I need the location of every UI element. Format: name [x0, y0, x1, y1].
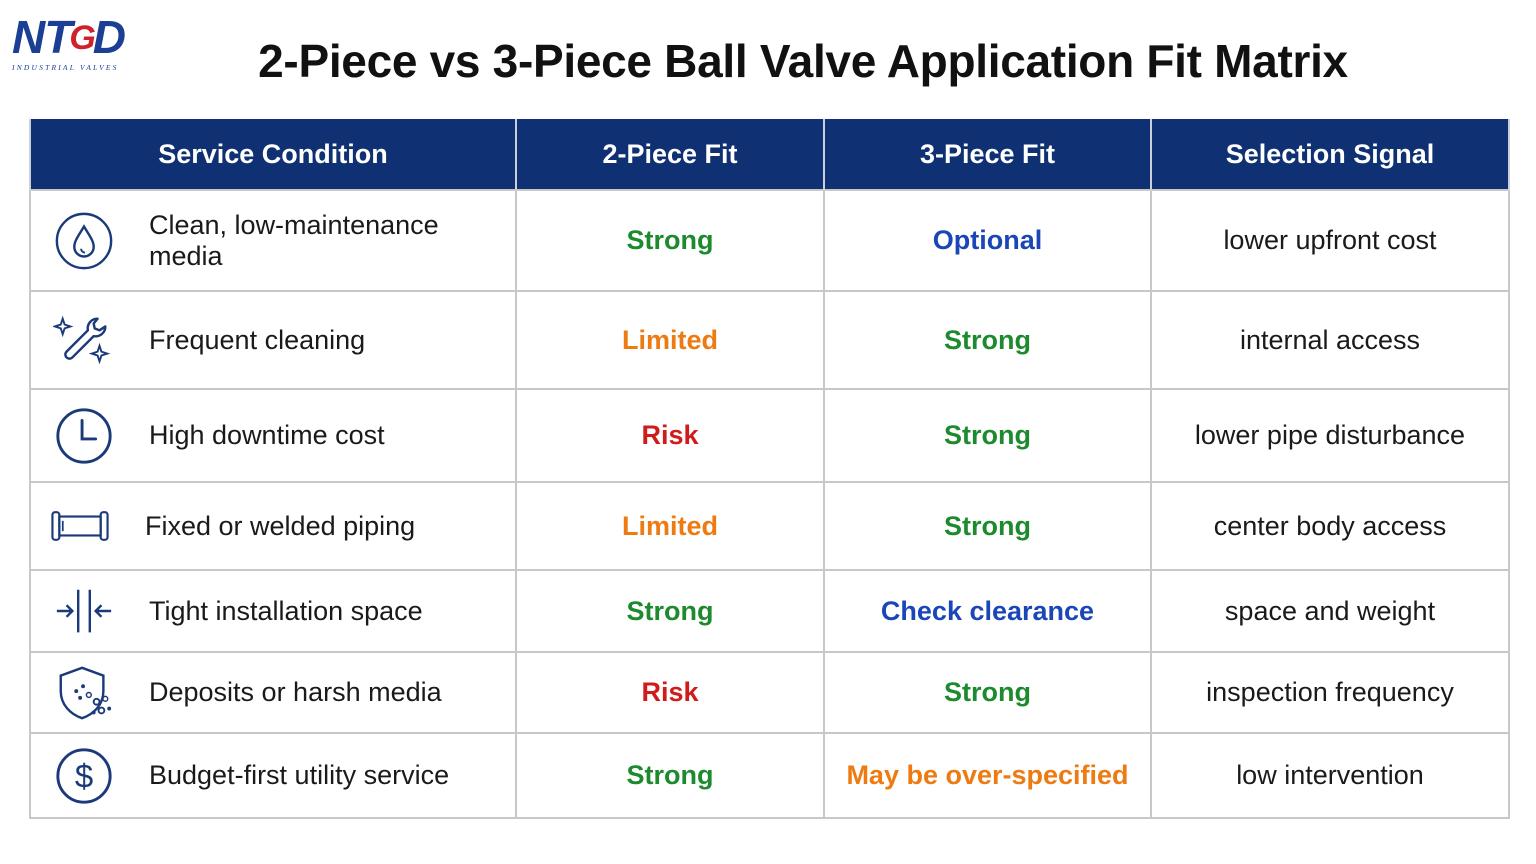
condition-label: Fixed or welded piping	[145, 510, 416, 541]
logo-mark: NTGD	[12, 14, 162, 65]
header-selection-signal: Selection Signal	[1150, 119, 1510, 190]
table-row: High downtime cost Risk Strong lower pip…	[29, 388, 1510, 483]
condition-cell: Deposits or harsh media	[29, 651, 517, 734]
condition-cell: $ Budget-first utility service	[29, 732, 517, 819]
table-header-row: Service Condition 2-Piece Fit 3-Piece Fi…	[29, 119, 1510, 190]
condition-label: Clean, low-maintenance media	[149, 209, 439, 271]
table-row: Clean, low-maintenance media Strong Opti…	[29, 189, 1510, 292]
two-piece-fit: Strong	[515, 189, 825, 292]
droplet-icon	[53, 210, 115, 272]
selection-signal: lower upfront cost	[1150, 189, 1510, 292]
two-piece-fit: Strong	[515, 569, 825, 653]
selection-signal: space and weight	[1150, 569, 1510, 653]
three-piece-fit: Strong	[823, 290, 1152, 390]
fit-matrix-table: Service Condition 2-Piece Fit 3-Piece Fi…	[29, 119, 1510, 819]
condition-cell: Frequent cleaning	[29, 290, 517, 390]
condition-cell: Clean, low-maintenance media	[29, 189, 517, 292]
three-piece-fit: Strong	[823, 651, 1152, 734]
condition-label: Deposits or harsh media	[149, 677, 442, 707]
condition-cell: High downtime cost	[29, 388, 517, 483]
three-piece-fit: Check clearance	[823, 569, 1152, 653]
selection-signal: inspection frequency	[1150, 651, 1510, 734]
pipe-icon	[49, 495, 111, 557]
two-piece-fit: Limited	[515, 481, 825, 571]
selection-signal: lower pipe disturbance	[1150, 388, 1510, 483]
selection-signal: low intervention	[1150, 732, 1510, 819]
table-row: $ Budget-first utility service Strong Ma…	[29, 732, 1510, 819]
compress-arrows-icon	[53, 580, 115, 642]
condition-label: High downtime cost	[149, 420, 385, 450]
condition-label: Tight installation space	[149, 595, 423, 626]
three-piece-fit: May be over-specified	[823, 732, 1152, 819]
two-piece-fit: Risk	[515, 388, 825, 483]
dollar-icon: $	[53, 745, 115, 807]
page-title: 2-Piece vs 3-Piece Ball Valve Applicatio…	[258, 35, 1348, 87]
selection-signal: center body access	[1150, 481, 1510, 571]
logo-mark-left: NT	[12, 11, 72, 63]
condition-cell: Fixed or welded piping	[29, 481, 517, 571]
table-row: Fixed or welded piping Limited Strong ce…	[29, 481, 1510, 571]
two-piece-fit: Risk	[515, 651, 825, 734]
svg-text:$: $	[75, 757, 93, 794]
table-row: Deposits or harsh media Risk Strong insp…	[29, 651, 1510, 734]
table-row: Frequent cleaning Limited Strong interna…	[29, 290, 1510, 390]
logo-mark-mid: G	[69, 19, 95, 57]
condition-label: Frequent cleaning	[149, 324, 366, 355]
header-service-condition: Service Condition	[29, 119, 517, 190]
header-2-piece-fit: 2-Piece Fit	[515, 119, 825, 190]
logo-mark-right: D	[92, 11, 126, 63]
condition-label: Budget-first utility service	[149, 760, 450, 790]
three-piece-fit: Strong	[823, 388, 1152, 483]
table-row: Tight installation space Strong Check cl…	[29, 569, 1510, 653]
ntgd-logo: NTGD INDUSTRIAL VALVES	[12, 14, 162, 74]
two-piece-fit: Limited	[515, 290, 825, 390]
shield-particles-icon	[53, 662, 115, 724]
logo-subtitle: INDUSTRIAL VALVES	[12, 63, 119, 72]
selection-signal: internal access	[1150, 290, 1510, 390]
condition-cell: Tight installation space	[29, 569, 517, 653]
clock-icon	[53, 405, 115, 467]
header-3-piece-fit: 3-Piece Fit	[823, 119, 1152, 190]
three-piece-fit: Strong	[823, 481, 1152, 571]
three-piece-fit: Optional	[823, 189, 1152, 292]
two-piece-fit: Strong	[515, 732, 825, 819]
wrench-sparkle-icon	[53, 309, 115, 371]
